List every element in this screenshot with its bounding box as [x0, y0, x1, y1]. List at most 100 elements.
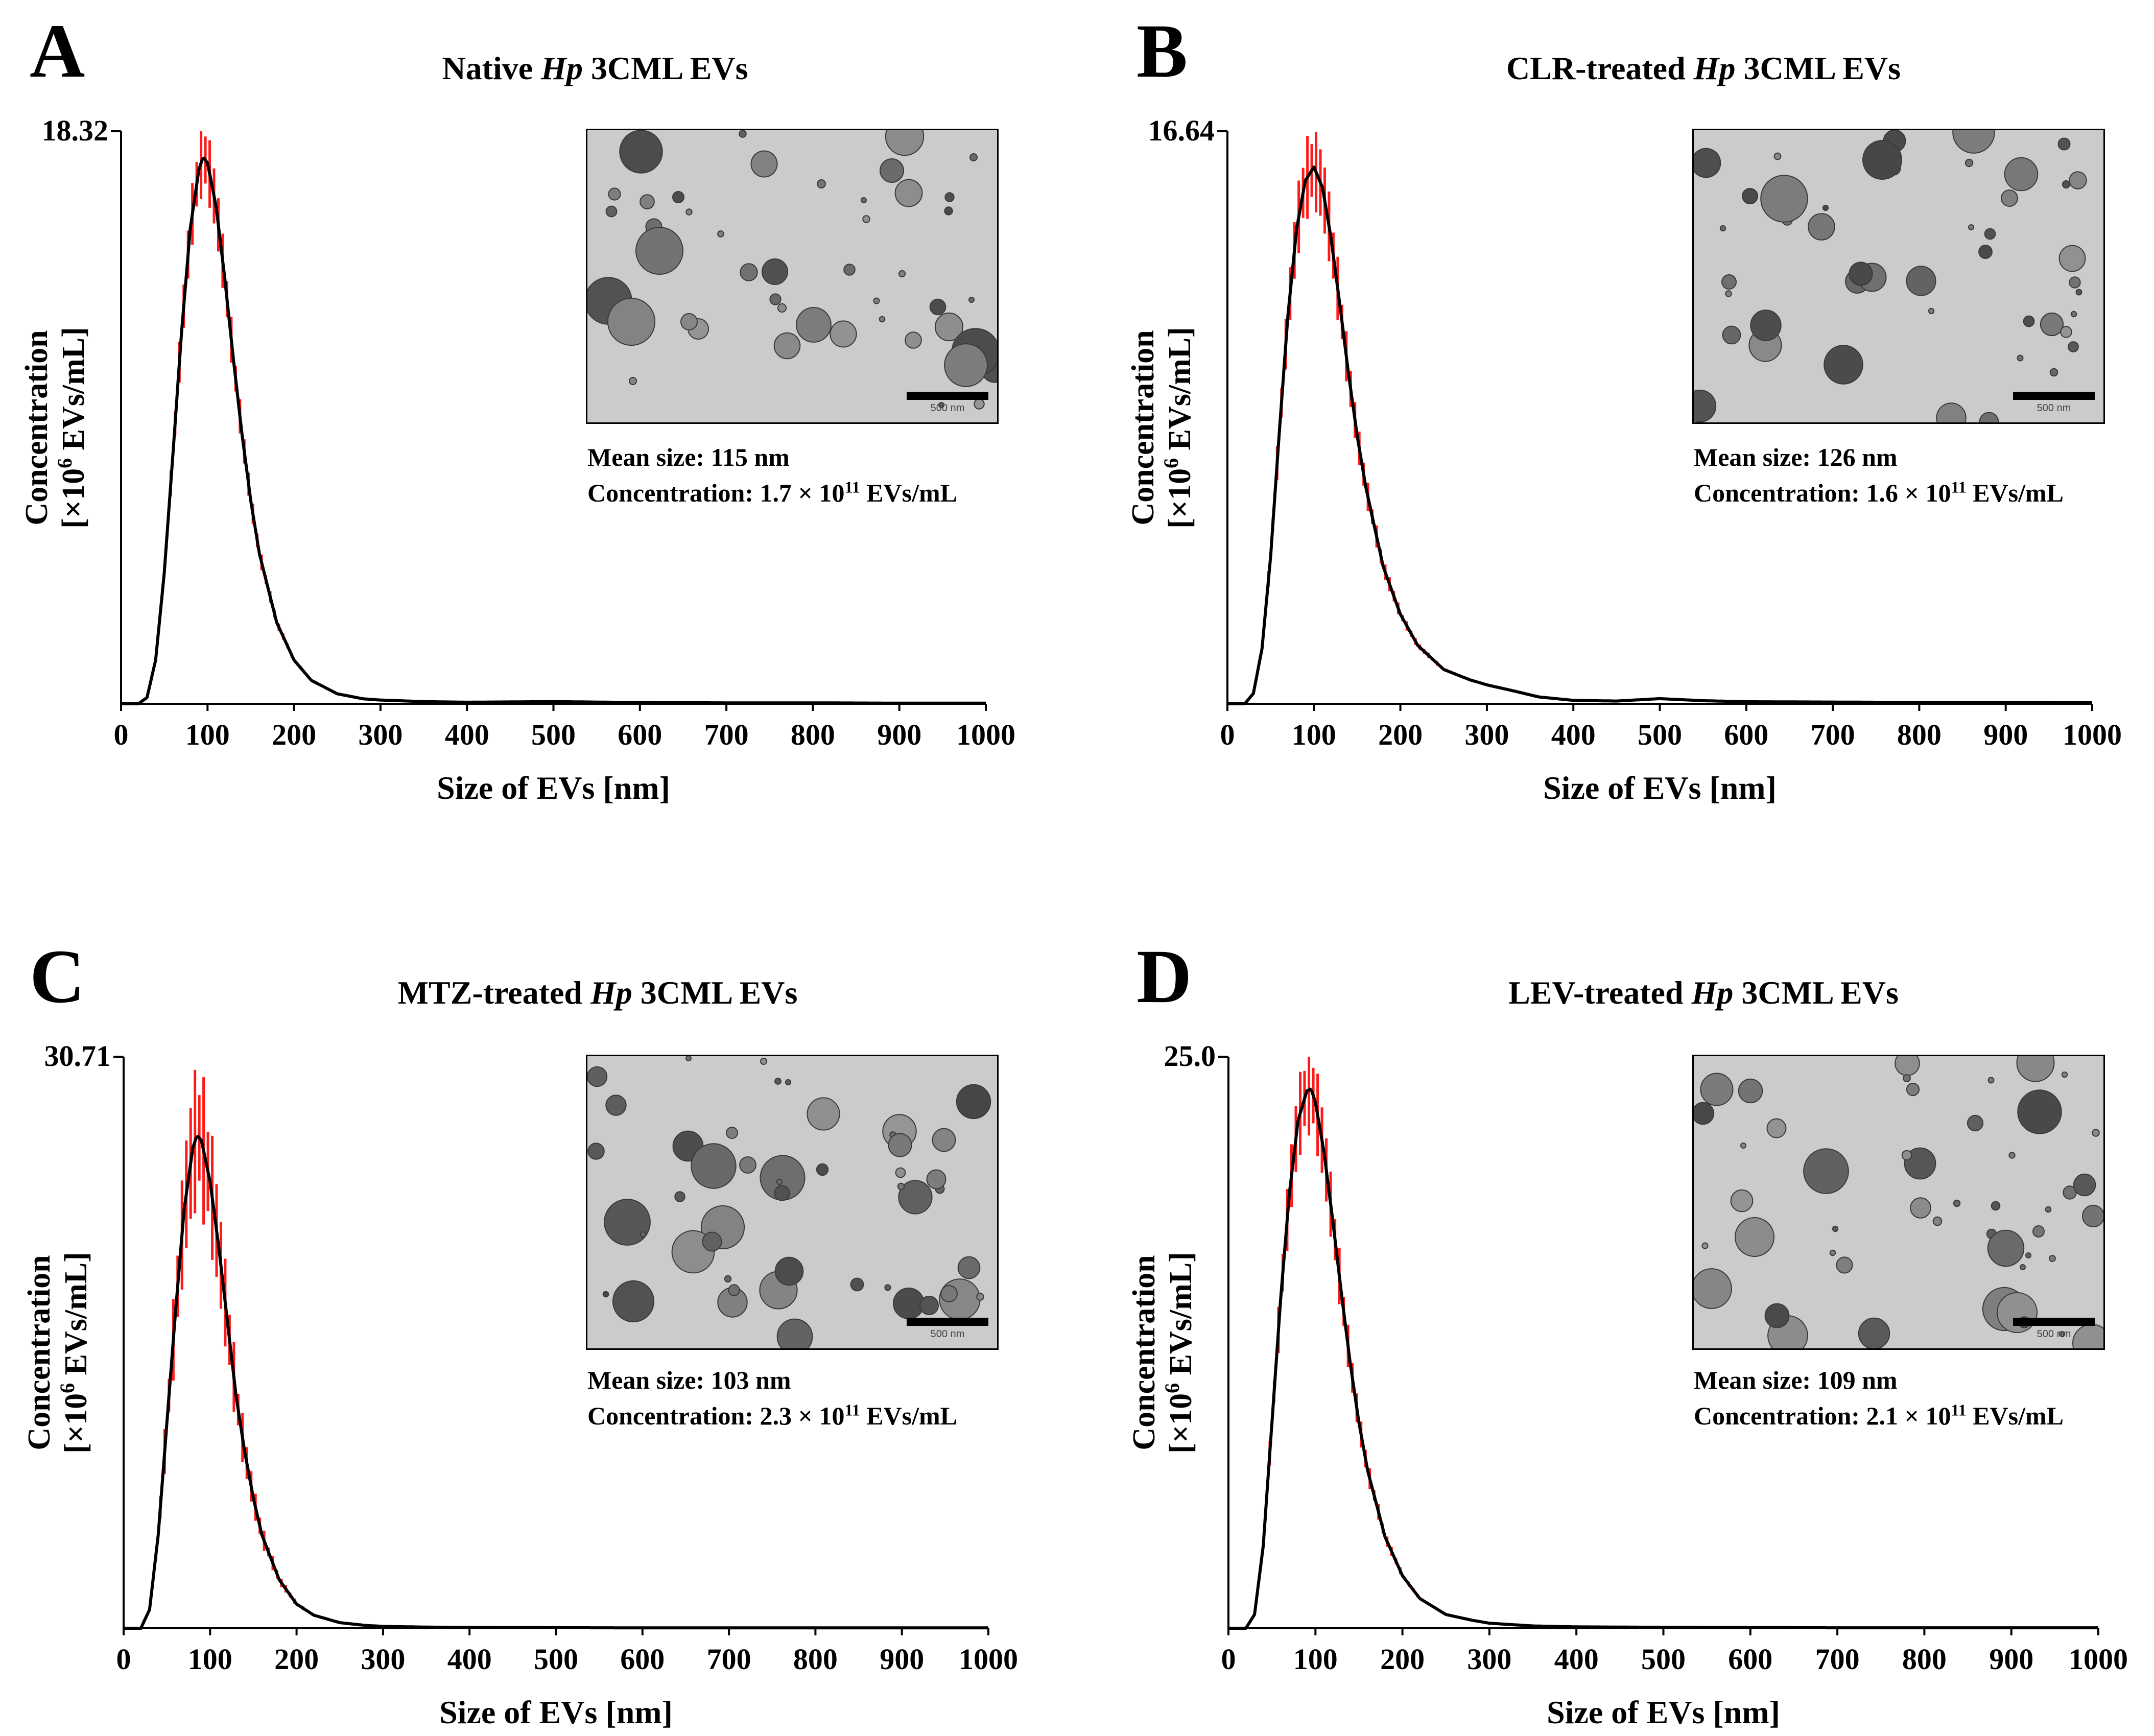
scale-bar-label: 500 nm: [931, 1328, 965, 1340]
vesicle: [762, 258, 788, 285]
scale-bar: [907, 392, 988, 400]
vesicle: [944, 343, 988, 387]
stats-b: Mean size: 126 nm Concentration: 1.6 × 1…: [1694, 439, 2064, 511]
x-tick-label-b: 100: [1292, 718, 1336, 751]
vesicle: [1725, 290, 1732, 297]
vesicle: [873, 297, 880, 304]
mean-size-b: Mean size: 126 nm: [1694, 443, 1898, 471]
vesicle: [605, 1095, 627, 1116]
vesicle: [1984, 228, 1996, 240]
vesicle: [2068, 341, 2079, 352]
x-tick-label-d: 0: [1221, 1643, 1236, 1676]
x-tick-label-c: 500: [534, 1643, 578, 1676]
chart-title-prefix-a: Native: [442, 50, 541, 86]
y-max-label-a: 18.32: [42, 114, 109, 147]
concentration-d: Concentration: 2.1 × 1011 EVs/mL: [1694, 1400, 2064, 1430]
vesicle: [932, 1128, 956, 1152]
vesicle: [1906, 1082, 1920, 1097]
vesicle: [587, 1066, 608, 1087]
x-tick-label-c: 100: [188, 1643, 232, 1676]
vesicle: [898, 270, 906, 278]
vesicle: [898, 1180, 933, 1215]
vesicle: [1822, 204, 1829, 211]
x-tick-label-c: 0: [116, 1643, 131, 1676]
x-axis-label-c: Size of EVs [nm]: [439, 1694, 673, 1730]
x-tick-label-a: 600: [618, 718, 662, 751]
chart-title-a: Native Hp 3CML EVs: [442, 50, 748, 86]
vesicle: [1760, 175, 1808, 223]
vesicle: [862, 215, 870, 223]
vesicle: [760, 1058, 767, 1065]
y-axis-label-exp-c: 6: [56, 1383, 79, 1393]
vesicle: [1991, 1201, 2001, 1211]
x-tick-label-d: 900: [1989, 1643, 2033, 1676]
vesicle: [940, 1285, 958, 1302]
x-tick-label-b: 0: [1220, 718, 1235, 751]
tem-micrograph: 500 nm: [587, 130, 997, 422]
x-tick-label-b: 1000: [2063, 718, 2122, 751]
vesicle: [2057, 137, 2071, 151]
stats-d: Mean size: 109 nm Concentration: 2.1 × 1…: [1694, 1362, 2064, 1434]
vesicle: [1849, 261, 1873, 286]
tem-micrograph: 500 nm: [1694, 130, 2103, 422]
y-axis-label-line2-d: [×10: [1164, 1393, 1198, 1454]
y-axis-label-line2-suffix-a: EVs/mL]: [56, 327, 91, 458]
vesicle: [974, 398, 985, 410]
vesicle: [1967, 1114, 1984, 1132]
vesicle: [919, 1296, 939, 1315]
vesicle: [1979, 412, 1999, 422]
x-tick-label-c: 200: [274, 1643, 319, 1676]
concentration-a: Concentration: 1.7 × 1011 EVs/mL: [587, 478, 957, 507]
vesicle: [2049, 1255, 2056, 1262]
vesicle: [2058, 245, 2086, 272]
x-tick-label-b: 600: [1724, 718, 1768, 751]
vesicle: [1742, 188, 1758, 204]
vesicle: [685, 1056, 692, 1061]
scale-bar: [2013, 1318, 2095, 1326]
vesicle: [850, 1277, 864, 1292]
vesicle: [968, 297, 975, 303]
mean-curve-b: [1227, 165, 2092, 705]
vesicle: [1694, 148, 1721, 178]
y-max-label-b: 16.64: [1148, 114, 1215, 147]
vesicle: [740, 263, 758, 281]
y-axis-label-line2-c: [×10: [59, 1393, 93, 1454]
scale-bar-label: 500 nm: [2037, 402, 2071, 414]
vesicle: [1906, 266, 1936, 296]
x-tick-label-c: 300: [361, 1643, 405, 1676]
vesicle: [1808, 213, 1835, 241]
vesicle: [1730, 1189, 1754, 1212]
vesicle: [885, 130, 925, 156]
vesicle: [2049, 368, 2058, 377]
y-axis-label-line2-suffix-b: EVs/mL]: [1163, 327, 1197, 458]
panel-letter-a: A: [30, 9, 85, 93]
vesicle: [750, 150, 778, 178]
x-tick-label-a: 200: [272, 718, 316, 751]
vesicle: [2062, 180, 2071, 189]
vesicle: [894, 179, 923, 207]
vesicle: [1936, 402, 1967, 422]
vesicle: [2020, 1264, 2026, 1270]
vesicle: [1701, 1242, 1709, 1249]
vesicle: [728, 1284, 740, 1296]
vesicle: [976, 1293, 984, 1301]
x-tick-label-b: 700: [1811, 718, 1855, 751]
vesicle: [1694, 1102, 1715, 1125]
vesicle: [2069, 276, 2081, 289]
vesicle: [1829, 1249, 1836, 1256]
vesicle: [1904, 1147, 1936, 1180]
vesicle: [776, 1318, 813, 1348]
vesicle: [785, 1079, 792, 1086]
vesicle: [884, 1284, 891, 1291]
vesicle: [674, 1191, 685, 1202]
vesicle: [1858, 1317, 1890, 1348]
vesicle: [587, 1143, 605, 1160]
tem-image-a: 500 nm: [586, 129, 999, 424]
vesicle: [2075, 289, 2082, 296]
vesicle: [717, 230, 724, 237]
vesicle: [893, 1288, 925, 1319]
panel-letter-b: B: [1137, 9, 1188, 93]
vesicle: [1719, 225, 1726, 232]
chart-title-b: CLR-treated Hp 3CML EVs: [1506, 50, 1901, 86]
